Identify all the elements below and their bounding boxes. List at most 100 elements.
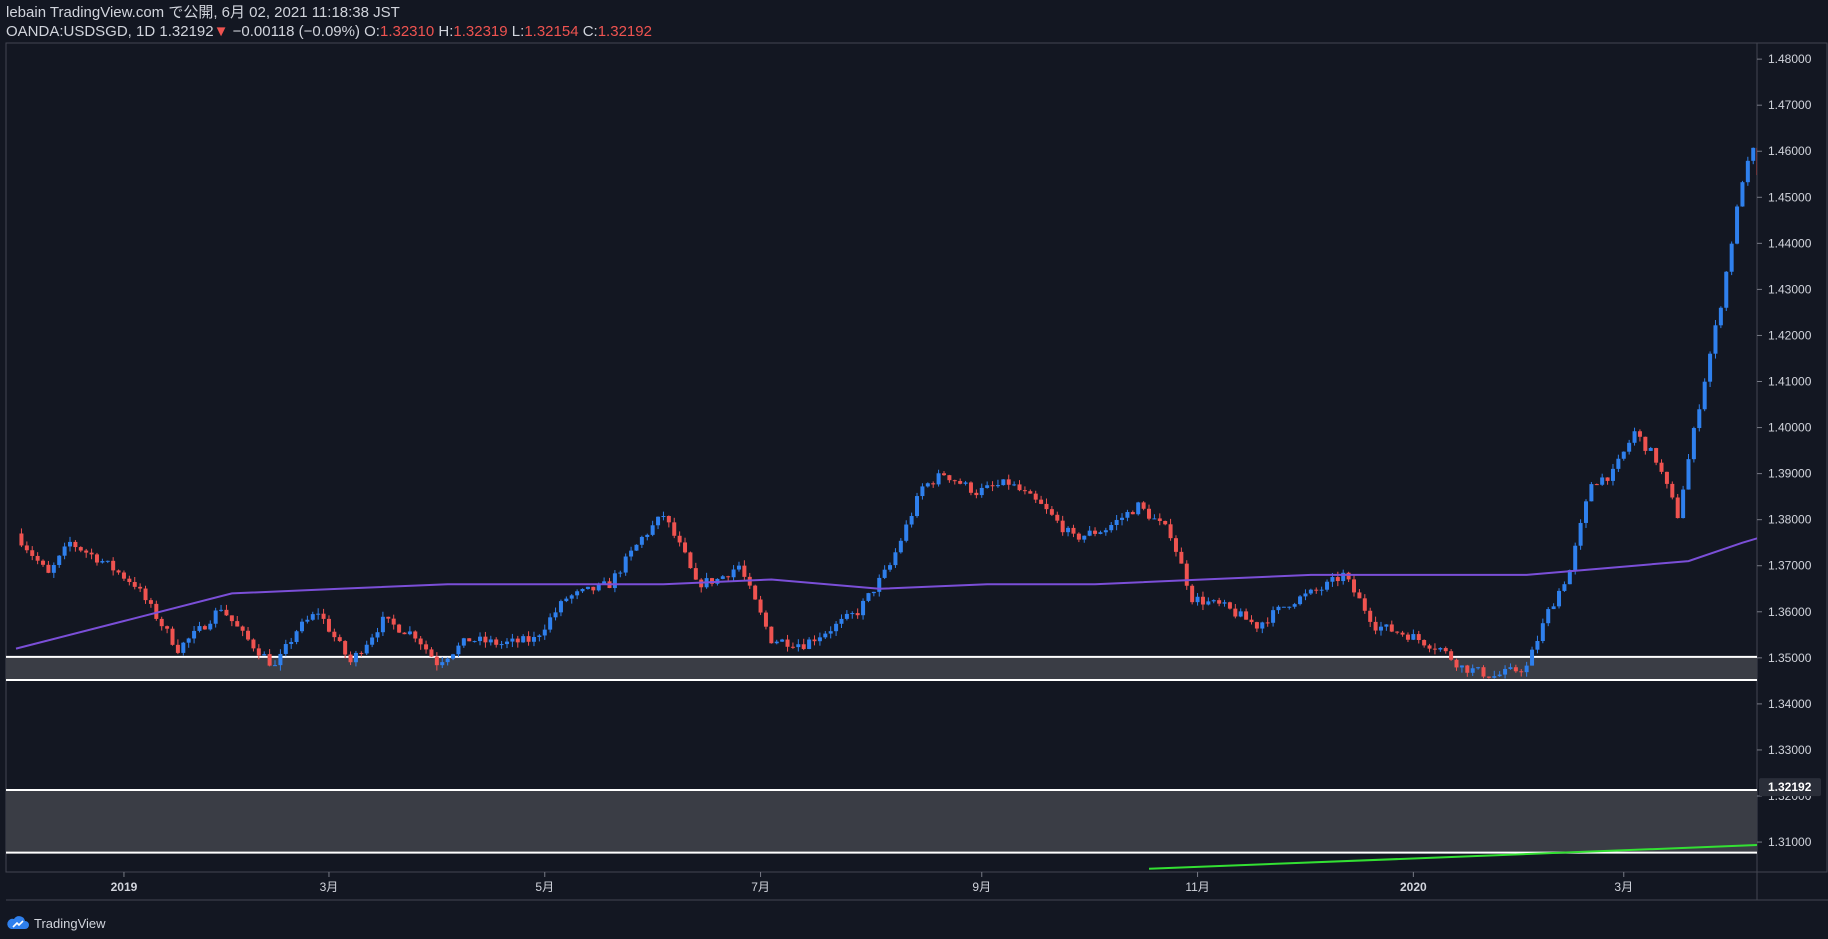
- support-zone-2: [6, 790, 1757, 853]
- candle-body: [688, 552, 693, 569]
- candle-body: [1405, 634, 1410, 640]
- candle-body: [1535, 641, 1540, 650]
- candle-body: [375, 632, 380, 638]
- candle-body: [1325, 581, 1330, 590]
- time-tick-label: 2019: [111, 880, 138, 894]
- candle-body: [1222, 602, 1227, 604]
- candle-body: [1432, 648, 1437, 650]
- footer-brand[interactable]: TradingView: [6, 915, 106, 931]
- candle-body: [186, 638, 191, 643]
- candle-body: [790, 646, 795, 648]
- candle-body: [316, 613, 321, 615]
- candle-body: [51, 565, 56, 573]
- candle-body: [1233, 608, 1238, 617]
- candle-body: [1125, 512, 1130, 518]
- price-tick-label: 1.33000: [1768, 743, 1812, 757]
- price-tick-label: 1.42000: [1768, 328, 1812, 342]
- last-price: 1.32192: [159, 23, 214, 40]
- candle-body: [1821, 320, 1825, 337]
- candle-body: [68, 541, 72, 547]
- high-value: 1.32319: [453, 23, 508, 40]
- candle-body: [817, 637, 822, 642]
- candle-body: [1006, 479, 1011, 485]
- candle-body: [1637, 431, 1642, 437]
- candle-body: [1281, 606, 1286, 608]
- candle-body: [208, 623, 213, 630]
- candle-body: [758, 599, 763, 613]
- candle-body: [1330, 577, 1335, 582]
- close-label: C:: [582, 23, 598, 40]
- candle-body: [769, 626, 774, 644]
- price-tick-label: 1.35000: [1768, 651, 1812, 665]
- candle-body: [143, 588, 148, 601]
- candle-body: [451, 654, 456, 659]
- ohlc-line: OANDA:USDSGD, 1D 1.32192▼ −0.00118 (−0.0…: [6, 23, 652, 41]
- candle-body: [154, 603, 159, 619]
- candle-body: [553, 612, 558, 618]
- candle-body: [1745, 160, 1750, 183]
- candle-body: [1449, 651, 1454, 660]
- candle-body: [1098, 532, 1103, 534]
- candle-body: [537, 635, 542, 638]
- candle-body: [1816, 285, 1820, 320]
- candle-body: [1632, 431, 1637, 443]
- price-tick-label: 1.34000: [1768, 697, 1812, 711]
- open-value: 1.32310: [379, 23, 435, 40]
- candle-body: [510, 638, 515, 642]
- time-tick-label: 2020: [1400, 880, 1427, 894]
- candle-body: [1740, 182, 1745, 207]
- candle-body: [1141, 502, 1146, 509]
- candle-body: [1368, 610, 1373, 622]
- candle-body: [1605, 477, 1610, 481]
- candle-body: [1513, 667, 1518, 672]
- price-tick-label: 1.43000: [1768, 282, 1812, 296]
- candle-body: [1610, 468, 1615, 481]
- candle-body: [467, 638, 472, 642]
- price-tick-label: 1.46000: [1768, 144, 1812, 158]
- candle-body: [882, 569, 887, 578]
- candle-body: [548, 617, 553, 630]
- candle-body: [623, 556, 628, 573]
- candle-body: [1373, 621, 1378, 631]
- candle-body: [839, 618, 844, 624]
- candle-body: [62, 546, 67, 556]
- candle-body: [1664, 471, 1669, 484]
- candle-body: [915, 496, 920, 517]
- candle-body: [850, 613, 855, 615]
- price-change: −0.00118 (−0.09%): [232, 23, 360, 40]
- candle-body: [855, 613, 860, 616]
- candle-body: [1217, 600, 1222, 604]
- candle-body: [407, 631, 412, 635]
- candle-body: [121, 572, 126, 579]
- candle-body: [1087, 530, 1092, 536]
- tradingview-cloud-icon: [7, 916, 29, 929]
- candle-body: [240, 626, 245, 631]
- candle-body: [1157, 518, 1162, 521]
- candle-body: [726, 576, 731, 578]
- candle-body: [526, 636, 531, 642]
- price-tick-label: 1.31000: [1768, 835, 1812, 849]
- candle-body: [1211, 600, 1216, 602]
- candle-body: [1066, 527, 1071, 533]
- candle-body: [650, 525, 655, 535]
- last-price-label: 1.32192: [1768, 780, 1812, 794]
- candle-body: [672, 522, 677, 536]
- candle-body: [1168, 524, 1173, 539]
- candle-body: [46, 564, 51, 573]
- candle-body: [289, 641, 294, 645]
- candle-body: [1654, 448, 1659, 463]
- candle-body: [968, 482, 973, 493]
- footer-brand-label: TradingView: [34, 915, 106, 931]
- candle-body: [898, 540, 903, 553]
- candle-body: [478, 636, 483, 642]
- candle-body: [542, 629, 547, 636]
- candle-body: [132, 582, 137, 587]
- candle-body: [41, 560, 46, 565]
- candle-body: [1546, 609, 1551, 624]
- price-tick-label: 1.37000: [1768, 559, 1812, 573]
- candle-body: [1470, 668, 1475, 673]
- candle-body: [1524, 665, 1529, 673]
- candle-body: [1562, 584, 1567, 591]
- symbol-label[interactable]: OANDA:USDSGD, 1D: [6, 23, 156, 40]
